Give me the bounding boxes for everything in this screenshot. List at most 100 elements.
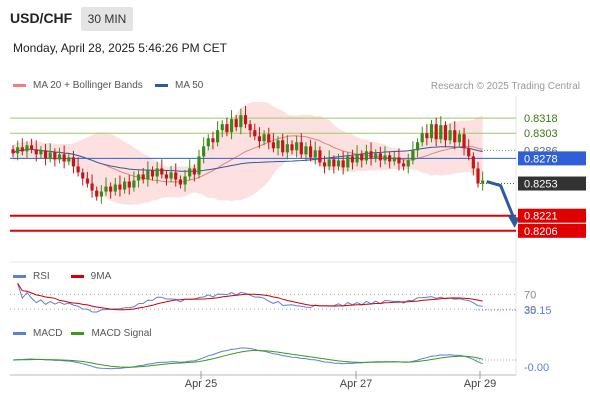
candle-body	[374, 153, 378, 159]
candle-body	[225, 124, 229, 133]
candle-body	[57, 154, 62, 160]
candle-body	[81, 172, 85, 179]
candle-body	[411, 150, 415, 161]
candle-body	[16, 147, 20, 154]
candle-body	[429, 124, 434, 139]
candle-body	[62, 154, 66, 162]
candle-body	[109, 186, 113, 192]
candle-body	[216, 130, 220, 143]
candle-body	[206, 138, 210, 147]
candle-body	[285, 144, 289, 153]
candle-body	[313, 150, 317, 158]
candle-body	[327, 159, 331, 167]
candle-body	[257, 136, 262, 142]
candle-body	[53, 152, 57, 160]
candle-body	[355, 154, 359, 163]
candle-body	[211, 138, 215, 143]
candle-body	[290, 144, 294, 151]
ma20-legend: MA 20 + Bollinger Bands	[13, 80, 143, 91]
ma50-legend: MA 50	[155, 80, 203, 91]
bollinger-band	[13, 101, 483, 206]
candle-body	[453, 130, 457, 143]
rsi-line	[17, 283, 483, 313]
ma20-legend-label: MA 20 + Bollinger Bands	[33, 80, 143, 91]
rsi-ma-legend-label: 9MA	[90, 271, 112, 282]
ma50-swatch	[155, 84, 168, 87]
level-label: 0.8318	[524, 113, 558, 125]
candle-body	[197, 156, 201, 175]
candle-body	[34, 149, 38, 155]
candle-body	[253, 130, 257, 137]
candle-body	[118, 184, 122, 190]
candle-body	[95, 190, 99, 197]
candle-body	[11, 149, 15, 154]
macd-signal-line	[12, 349, 483, 368]
timeframe-button[interactable]: 30 MIN	[81, 7, 133, 31]
candle-body	[104, 186, 108, 192]
candle-body	[299, 142, 303, 155]
candle-body	[229, 119, 234, 133]
candle-body	[30, 145, 34, 150]
candle-body	[43, 150, 48, 159]
candle-body	[425, 133, 429, 139]
candle-body	[192, 168, 196, 175]
candle-body	[202, 146, 206, 157]
candle-body	[243, 115, 248, 125]
candle-body	[20, 147, 24, 152]
candle-body	[164, 174, 169, 179]
macd-signal-swatch	[71, 332, 85, 335]
candle-body	[406, 160, 410, 167]
rsi-axis-label: 30	[524, 304, 536, 316]
candle-body	[183, 176, 187, 185]
rsi-ma-line	[17, 283, 483, 311]
candle-body	[174, 172, 178, 180]
rsi-legend-label: RSI	[33, 271, 50, 282]
candle-body	[388, 155, 392, 162]
candle-body	[160, 168, 164, 175]
macd-legend-label: MACD	[33, 328, 63, 339]
rsi-axis-label: 70	[524, 289, 536, 301]
candle-body	[113, 184, 117, 192]
level-label: 0.8206	[524, 226, 558, 238]
candle-body	[281, 140, 285, 153]
ma20-swatch	[13, 84, 26, 87]
candle-body	[234, 119, 238, 128]
candle-body	[271, 142, 275, 149]
candle-body	[443, 125, 448, 141]
projection-arrow-head	[507, 215, 520, 228]
rsi-ma-swatch	[70, 275, 84, 278]
rsi-value-label: 35.15	[524, 305, 552, 317]
level-label: 0.8221	[524, 211, 558, 223]
candle-body	[341, 160, 345, 168]
candle-body	[127, 181, 131, 188]
candle-body	[276, 140, 280, 149]
macd-legend: MACD MACD Signal	[13, 328, 151, 339]
candle-body	[267, 134, 271, 143]
x-axis-tick-label: Apr 27	[340, 378, 372, 390]
level-label: 0.8253	[524, 179, 558, 191]
candle-body	[336, 160, 341, 167]
candle-body	[39, 150, 43, 155]
candle-body	[332, 159, 336, 167]
candle-body	[415, 142, 420, 151]
candle-body	[360, 154, 364, 161]
candle-body	[295, 142, 299, 151]
candle-body	[471, 156, 475, 169]
candle-body	[90, 183, 94, 191]
candle-body	[434, 124, 438, 140]
candle-body	[150, 170, 155, 177]
candle-body	[67, 157, 71, 162]
candle-body	[350, 156, 355, 163]
ma50-legend-label: MA 50	[175, 80, 204, 91]
candle-body	[457, 134, 461, 143]
candle-body	[136, 174, 141, 181]
candle-body	[71, 157, 76, 167]
candle-body	[346, 156, 350, 168]
candle-body	[262, 134, 266, 142]
candle-body	[392, 157, 396, 162]
x-axis-tick-label: Apr 29	[464, 378, 496, 390]
level-badge	[518, 208, 586, 223]
candle-body	[132, 180, 136, 188]
candle-body	[76, 166, 80, 173]
macd-value-label: -0.00	[524, 362, 549, 374]
